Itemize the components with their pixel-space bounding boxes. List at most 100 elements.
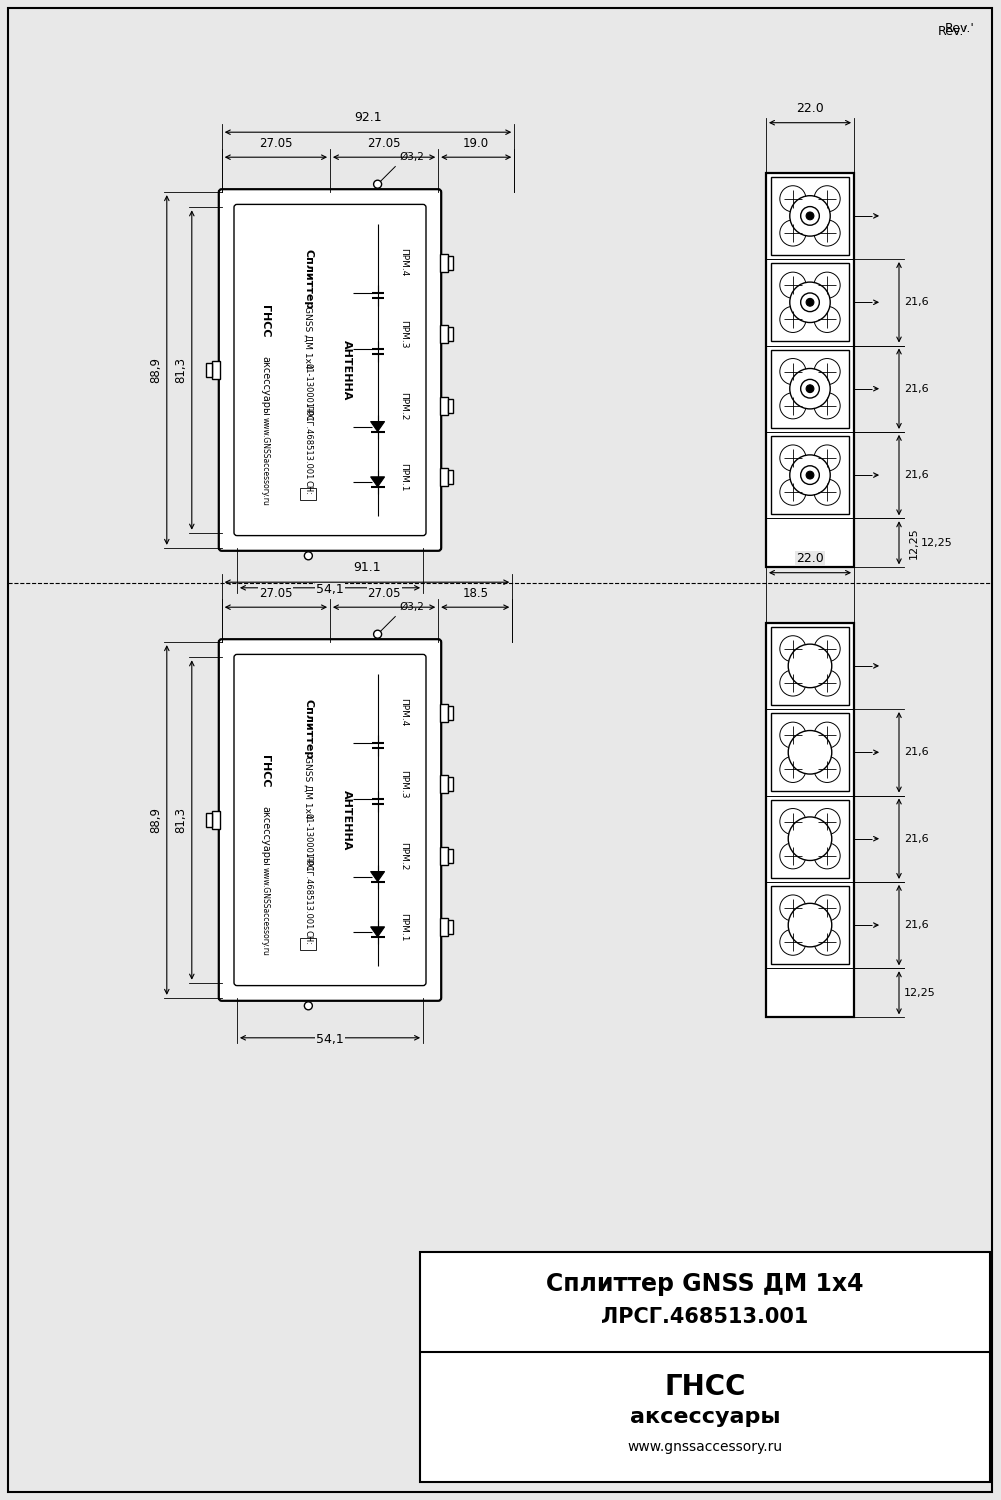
- FancyBboxPatch shape: [219, 639, 441, 1000]
- Text: Сплиттер GNSS ДМ 1х4: Сплиттер GNSS ДМ 1х4: [547, 1272, 864, 1296]
- Bar: [448, 471, 453, 484]
- Circle shape: [814, 393, 840, 418]
- Text: 18.5: 18.5: [462, 586, 488, 600]
- Circle shape: [814, 808, 840, 834]
- FancyBboxPatch shape: [234, 204, 426, 536]
- Bar: [440, 326, 448, 344]
- Text: аксессуары: аксессуары: [260, 807, 270, 865]
- Text: ГНСС: ГНСС: [260, 754, 270, 788]
- FancyBboxPatch shape: [234, 654, 426, 986]
- Bar: [440, 704, 448, 722]
- Bar: [766, 172, 854, 567]
- Text: ПРМ.2: ПРМ.2: [399, 392, 408, 420]
- Circle shape: [304, 552, 312, 560]
- Text: 81,3: 81,3: [174, 357, 187, 382]
- Text: 22.0: 22.0: [796, 552, 824, 564]
- Bar: [771, 350, 849, 427]
- Circle shape: [780, 446, 806, 471]
- Text: Ø3,2: Ø3,2: [399, 602, 424, 612]
- Text: 81,3: 81,3: [174, 807, 187, 832]
- Circle shape: [780, 843, 806, 868]
- Bar: [448, 921, 453, 934]
- Circle shape: [780, 928, 806, 956]
- Bar: [448, 255, 453, 270]
- Bar: [771, 264, 849, 340]
- Bar: [766, 622, 854, 1017]
- Text: Сплиттер: Сплиттер: [303, 699, 313, 759]
- Text: www.GNSSaccessory.ru: www.GNSSaccessory.ru: [260, 867, 269, 956]
- Text: Rev.': Rev.': [945, 22, 975, 34]
- Text: Ø3,2: Ø3,2: [399, 152, 424, 162]
- Text: 27.05: 27.05: [367, 586, 400, 600]
- Circle shape: [814, 636, 840, 662]
- Text: ПРМ.1: ПРМ.1: [399, 464, 408, 492]
- Text: СН:: СН:: [304, 480, 313, 495]
- Text: 21,6: 21,6: [904, 297, 929, 307]
- Text: 88,9: 88,9: [149, 807, 162, 832]
- Bar: [448, 399, 453, 412]
- Circle shape: [780, 358, 806, 384]
- Circle shape: [814, 928, 840, 956]
- Bar: [448, 777, 453, 790]
- Text: 27.05: 27.05: [259, 136, 292, 150]
- Bar: [771, 800, 849, 877]
- Polygon shape: [370, 927, 384, 938]
- Text: GNSS ДМ 1х4: GNSS ДМ 1х4: [304, 306, 313, 369]
- Polygon shape: [370, 422, 384, 432]
- Circle shape: [790, 195, 830, 236]
- Text: 21,6: 21,6: [904, 470, 929, 480]
- Circle shape: [814, 186, 840, 211]
- Text: 21,6: 21,6: [904, 834, 929, 843]
- Circle shape: [801, 466, 820, 484]
- Bar: [771, 627, 849, 705]
- FancyBboxPatch shape: [219, 189, 441, 550]
- Polygon shape: [370, 477, 384, 488]
- Circle shape: [801, 292, 820, 312]
- Bar: [212, 362, 220, 380]
- Circle shape: [790, 454, 830, 495]
- Text: ЛРСГ.468513.001: ЛРСГ.468513.001: [602, 1306, 809, 1328]
- Bar: [440, 398, 448, 416]
- Text: 27.05: 27.05: [259, 586, 292, 600]
- Circle shape: [806, 386, 814, 393]
- Circle shape: [780, 896, 806, 921]
- Text: 12,25: 12,25: [904, 988, 936, 998]
- Circle shape: [814, 722, 840, 748]
- Circle shape: [814, 272, 840, 298]
- Circle shape: [780, 272, 806, 298]
- Bar: [448, 705, 453, 720]
- Text: АНТЕННА: АНТЕННА: [342, 790, 352, 850]
- Text: 21,6: 21,6: [904, 747, 929, 758]
- Circle shape: [814, 843, 840, 868]
- Bar: [440, 254, 448, 272]
- Text: 12,25: 12,25: [921, 538, 953, 548]
- Bar: [448, 327, 453, 340]
- Text: ПРМ.1: ПРМ.1: [399, 914, 408, 942]
- Circle shape: [814, 306, 840, 333]
- Text: 12,25: 12,25: [909, 526, 919, 558]
- Circle shape: [780, 756, 806, 783]
- Text: 54,1: 54,1: [316, 584, 344, 596]
- Circle shape: [814, 220, 840, 246]
- Circle shape: [780, 722, 806, 748]
- Bar: [771, 436, 849, 514]
- Circle shape: [788, 818, 832, 861]
- Circle shape: [806, 298, 814, 306]
- Circle shape: [814, 670, 840, 696]
- Text: аксессуары: аксессуары: [630, 1407, 780, 1426]
- Bar: [440, 918, 448, 936]
- Text: СН:: СН:: [304, 930, 313, 945]
- Text: www.gnssaccessory.ru: www.gnssaccessory.ru: [628, 1440, 783, 1454]
- Circle shape: [814, 478, 840, 506]
- Circle shape: [780, 636, 806, 662]
- Bar: [206, 363, 212, 376]
- Circle shape: [790, 282, 830, 322]
- Text: Rev.': Rev.': [938, 26, 968, 38]
- Bar: [771, 177, 849, 255]
- Text: ЛРСГ.468513.001: ЛРСГ.468513.001: [304, 404, 313, 478]
- Text: 27.05: 27.05: [367, 136, 400, 150]
- Circle shape: [814, 896, 840, 921]
- Circle shape: [814, 756, 840, 783]
- Text: ПРМ.3: ПРМ.3: [399, 320, 408, 348]
- Circle shape: [780, 393, 806, 418]
